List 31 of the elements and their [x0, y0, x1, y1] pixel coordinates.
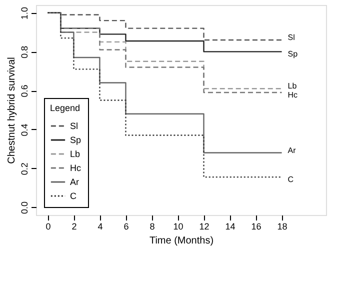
- y-tick-label: 0.4: [20, 124, 30, 136]
- x-tick-label: 0: [46, 222, 51, 232]
- legend-title: Legend: [50, 103, 80, 113]
- y-tick-label: 0.8: [20, 46, 30, 58]
- y-tick-label: 0.6: [20, 84, 30, 98]
- y-tick-label: 1.0: [20, 7, 30, 20]
- text: Sl: [288, 33, 295, 42]
- x-tick-label: 18: [277, 222, 288, 232]
- x-tick-label: 10: [173, 222, 184, 232]
- x-axis-title: Time (Months): [149, 236, 214, 246]
- y-axis-title: Chestnut hybrid survival: [6, 57, 18, 164]
- x-tick-label: 8: [150, 222, 155, 232]
- x-tick-label: 6: [124, 222, 129, 232]
- x-tick-label: 2: [72, 222, 77, 232]
- y-tick-label: 0.0: [20, 201, 30, 214]
- legend-label: Sp: [70, 135, 82, 145]
- text: Sp: [288, 50, 298, 59]
- legend-label: Lb: [70, 149, 80, 159]
- text: Ar: [288, 146, 296, 155]
- x-tick-label: 16: [251, 222, 262, 232]
- legend-label: Ar: [70, 177, 80, 187]
- legend-label: Hc: [70, 163, 82, 173]
- legend-label: C: [70, 191, 77, 201]
- text: Hc: [288, 90, 298, 100]
- x-tick-label: 4: [98, 222, 103, 232]
- legend-label: Sl: [70, 121, 78, 131]
- text: Lb: [288, 82, 297, 91]
- y-tick-label: 0.2: [20, 162, 30, 176]
- text: C: [288, 175, 294, 184]
- x-tick-label: 14: [225, 222, 236, 232]
- x-tick-label: 12: [199, 222, 210, 232]
